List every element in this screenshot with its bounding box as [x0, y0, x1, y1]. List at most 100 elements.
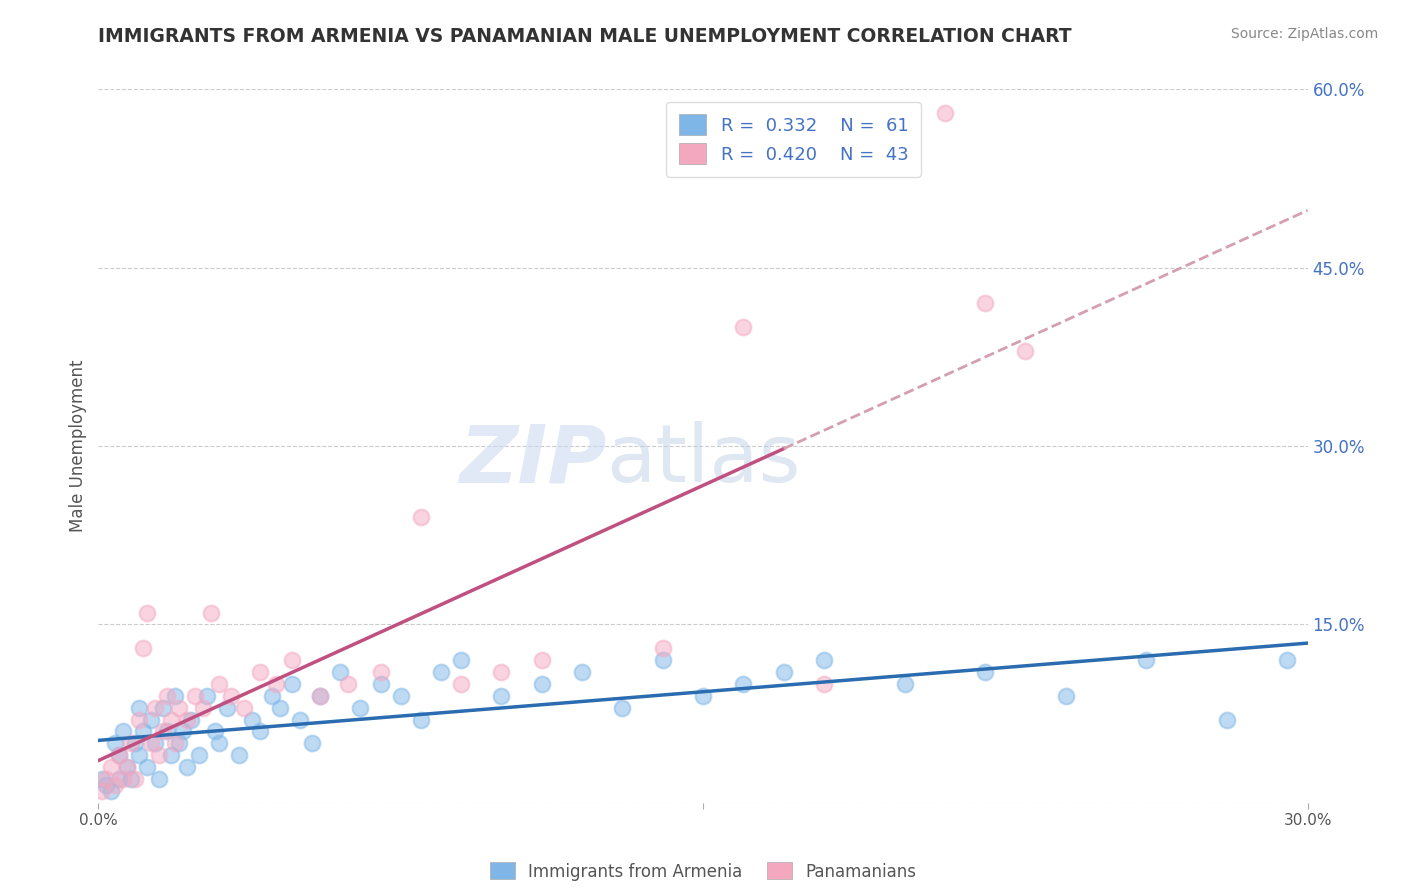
- Point: [135, 606, 157, 620]
- Point: [167, 700, 190, 714]
- Point: [96, 772, 118, 786]
- Point: [124, 772, 146, 786]
- Point: [115, 760, 138, 774]
- Point: [288, 713, 311, 727]
- Point: [120, 736, 142, 750]
- Point: [329, 665, 352, 679]
- Point: [160, 713, 183, 727]
- Point: [349, 700, 371, 714]
- Point: [107, 748, 129, 763]
- Point: [111, 772, 134, 786]
- Point: [128, 713, 150, 727]
- Point: [1054, 689, 1077, 703]
- Point: [1216, 713, 1239, 727]
- Point: [370, 665, 392, 679]
- Point: [208, 677, 231, 691]
- Point: [193, 700, 215, 714]
- Point: [200, 606, 222, 620]
- Point: [184, 689, 207, 703]
- Point: [733, 677, 755, 691]
- Point: [260, 689, 283, 703]
- Point: [217, 700, 239, 714]
- Point: [269, 700, 291, 714]
- Point: [389, 689, 412, 703]
- Point: [309, 689, 332, 703]
- Point: [152, 700, 174, 714]
- Point: [132, 724, 155, 739]
- Text: Source: ZipAtlas.com: Source: ZipAtlas.com: [1230, 27, 1378, 41]
- Point: [143, 736, 166, 750]
- Text: ZIP: ZIP: [458, 421, 606, 500]
- Point: [281, 653, 304, 667]
- Point: [139, 713, 162, 727]
- Point: [491, 665, 513, 679]
- Point: [208, 736, 231, 750]
- Point: [651, 641, 673, 656]
- Point: [530, 653, 553, 667]
- Text: atlas: atlas: [606, 421, 800, 500]
- Point: [232, 700, 254, 714]
- Point: [651, 653, 673, 667]
- Y-axis label: Male Unemployment: Male Unemployment: [69, 359, 87, 533]
- Point: [148, 772, 170, 786]
- Point: [264, 677, 287, 691]
- Point: [692, 689, 714, 703]
- Point: [240, 713, 263, 727]
- Point: [228, 748, 250, 763]
- Point: [120, 772, 142, 786]
- Point: [188, 748, 211, 763]
- Point: [195, 689, 218, 703]
- Point: [772, 665, 794, 679]
- Point: [111, 724, 134, 739]
- Point: [249, 665, 271, 679]
- Point: [974, 296, 997, 310]
- Point: [1135, 653, 1157, 667]
- Point: [813, 653, 835, 667]
- Point: [221, 689, 243, 703]
- Point: [301, 736, 323, 750]
- Point: [309, 689, 332, 703]
- Point: [156, 689, 179, 703]
- Point: [103, 736, 125, 750]
- Point: [128, 748, 150, 763]
- Point: [91, 772, 114, 786]
- Legend: Immigrants from Armenia, Panamanians: Immigrants from Armenia, Panamanians: [482, 855, 924, 888]
- Point: [91, 784, 114, 798]
- Point: [450, 653, 472, 667]
- Point: [132, 641, 155, 656]
- Point: [176, 760, 198, 774]
- Point: [107, 772, 129, 786]
- Point: [148, 748, 170, 763]
- Point: [176, 713, 198, 727]
- Point: [733, 320, 755, 334]
- Point: [115, 760, 138, 774]
- Point: [204, 724, 226, 739]
- Point: [172, 724, 194, 739]
- Text: IMMIGRANTS FROM ARMENIA VS PANAMANIAN MALE UNEMPLOYMENT CORRELATION CHART: IMMIGRANTS FROM ARMENIA VS PANAMANIAN MA…: [98, 27, 1071, 45]
- Point: [100, 784, 122, 798]
- Point: [163, 736, 186, 750]
- Point: [491, 689, 513, 703]
- Point: [370, 677, 392, 691]
- Point: [530, 677, 553, 691]
- Point: [107, 748, 129, 763]
- Point: [409, 510, 432, 524]
- Point: [612, 700, 634, 714]
- Point: [409, 713, 432, 727]
- Point: [152, 724, 174, 739]
- Point: [571, 665, 593, 679]
- Point: [934, 106, 956, 120]
- Point: [974, 665, 997, 679]
- Point: [124, 736, 146, 750]
- Point: [450, 677, 472, 691]
- Point: [180, 713, 202, 727]
- Point: [163, 689, 186, 703]
- Point: [143, 700, 166, 714]
- Point: [1277, 653, 1299, 667]
- Point: [100, 760, 122, 774]
- Point: [167, 736, 190, 750]
- Point: [139, 736, 162, 750]
- Point: [893, 677, 915, 691]
- Point: [156, 724, 179, 739]
- Point: [1014, 343, 1036, 358]
